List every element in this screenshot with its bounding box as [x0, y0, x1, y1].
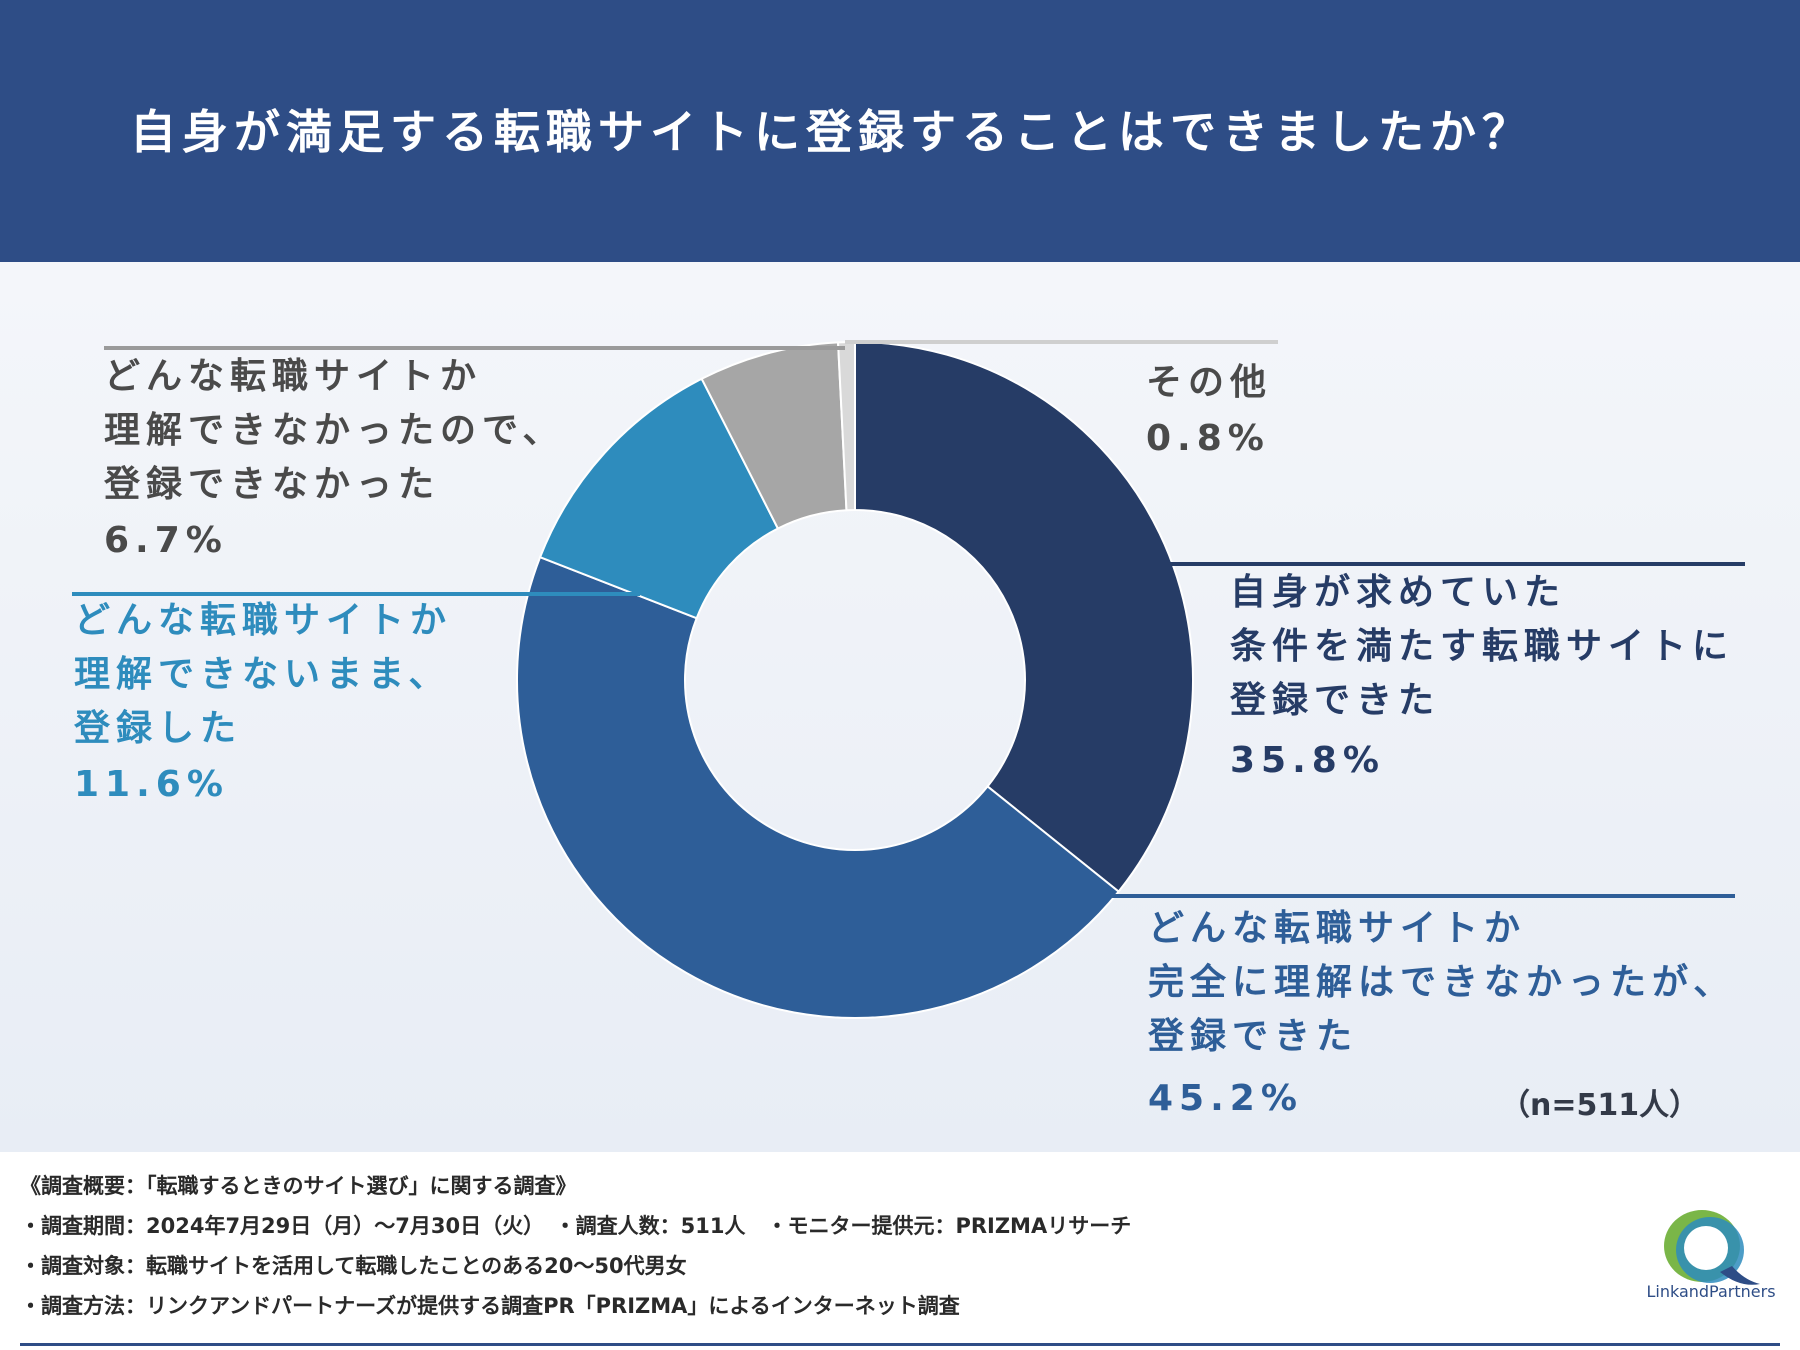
slice-other — [836, 340, 856, 512]
survey-method: ・調査方法：リンクアンドパートナーズが提供する調査PR「PRIZMA」によるイン… — [20, 1294, 960, 1318]
survey-target: ・調査対象：転職サイトを活用して転職したことのある20〜50代男女 — [20, 1254, 687, 1278]
slice-value: 6.7% — [104, 520, 228, 561]
donut-chart — [72, 340, 1745, 1020]
slice-value: 0.8% — [1146, 418, 1270, 459]
survey-period: ・調査期間：2024年7月29日（月）〜7月30日（火） ・調査人数：511人 … — [20, 1214, 1132, 1238]
slice-label-line: どんな転職サイトか — [1148, 908, 1527, 949]
slice-label-satisfied: 自身が求めていた 条件を満たす転職サイトに 登録できた 35.8% — [1230, 566, 1734, 788]
chart-area: 自身が求めていた 条件を満たす転職サイトに 登録できた 35.8% どんな転職サ… — [0, 262, 1800, 1152]
company-logo-icon — [1664, 1210, 1760, 1285]
slice-label-not-fully-understood: どんな転職サイトか 完全に理解はできなかったが、 登録できた 45.2% — [1148, 902, 1735, 1126]
slice-registered-without-understanding — [538, 377, 780, 620]
slice-satisfied — [854, 340, 1195, 893]
sample-size-note: （n=511人） — [1500, 1088, 1700, 1123]
slice-label-line: その他 — [1146, 362, 1273, 403]
slice-label-line: 理解できなかったので、 — [104, 410, 565, 451]
slice-label-line: 自身が求めていた — [1230, 572, 1567, 613]
slice-label-line: 登録できた — [1230, 680, 1441, 721]
slice-label-line: 登録した — [74, 708, 243, 749]
slice-value: 11.6% — [74, 764, 229, 805]
slice-label-not-registered: どんな転職サイトか 理解できなかったので、 登録できなかった 6.7% — [104, 350, 565, 568]
slice-label-registered-without-understanding: どんな転職サイトか 理解できないまま、 登録した 11.6% — [74, 594, 452, 812]
slice-label-line: どんな転職サイトか — [104, 356, 483, 397]
footer-divider — [20, 1343, 1780, 1346]
page-title: 自身が満足する転職サイトに登録することはできましたか？ — [130, 105, 1534, 159]
slice-label-other: その他 0.8% — [1146, 356, 1272, 466]
slice-label-line: 登録できなかった — [104, 464, 441, 505]
slice-label-line: 完全に理解はできなかったが、 — [1148, 962, 1736, 1003]
slice-label-line: どんな転職サイトか — [74, 600, 453, 641]
company-logo-text: LinkandPartners — [1646, 1282, 1776, 1301]
slice-value: 45.2% — [1148, 1078, 1303, 1119]
slice-label-line: 条件を満たす転職サイトに — [1230, 626, 1735, 667]
survey-title: 《調査概要：「転職するときのサイト選び」に関する調査》 — [20, 1174, 577, 1198]
slice-label-line: 理解できないまま、 — [74, 654, 451, 695]
slice-not-fully-understood — [516, 555, 1121, 1020]
header: 自身が満足する転職サイトに登録することはできましたか？ — [0, 0, 1800, 262]
slice-value: 35.8% — [1230, 740, 1385, 781]
footer: 《調査概要：「転職するときのサイト選び」に関する調査》 ・調査期間：2024年7… — [0, 1152, 1800, 1350]
slice-label-line: 登録できた — [1148, 1016, 1359, 1057]
